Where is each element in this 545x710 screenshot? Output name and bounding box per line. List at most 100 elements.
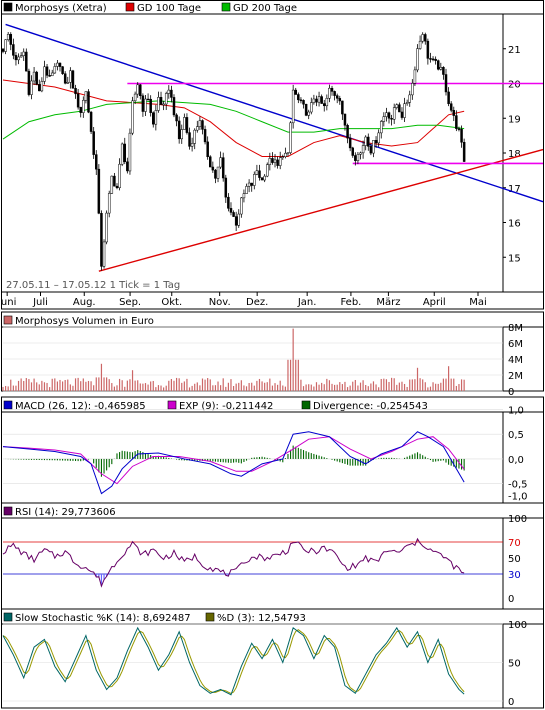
candle-body <box>284 152 287 158</box>
candle-body <box>299 99 303 102</box>
legend-swatch-1 <box>167 400 177 410</box>
candle-body <box>315 98 318 103</box>
candle-body <box>317 96 321 103</box>
candle-body <box>429 58 432 60</box>
candle-body <box>12 44 15 56</box>
candle-body <box>374 140 378 144</box>
y-tick-label: 4M <box>508 355 523 366</box>
candle-body <box>398 104 401 113</box>
candle-body <box>240 197 243 215</box>
candle-body <box>455 115 458 129</box>
volume-bars <box>2 328 465 391</box>
candle-body <box>242 193 246 199</box>
candle-body <box>139 84 142 96</box>
candle-body <box>234 216 238 226</box>
candle-body <box>69 70 72 83</box>
candle-body <box>9 34 13 45</box>
x-month-label: Dez. <box>246 297 268 308</box>
price-panel: Morphosys (Xetra) GD 100 Tage GD 200 Tage 1… <box>0 0 544 310</box>
candle-body <box>27 70 31 95</box>
candle-body <box>320 96 323 104</box>
legend-swatch <box>3 315 13 325</box>
legend-label: Morphosys Volumen in Euro <box>15 316 154 327</box>
candle-body <box>50 72 54 77</box>
x-month-label: Juni <box>0 297 16 308</box>
x-month-label: April <box>423 297 446 308</box>
y-tick-label: 2M <box>508 371 523 382</box>
candle-body <box>190 143 194 147</box>
candle-body <box>354 155 357 161</box>
x-month-label: Nov. <box>209 297 231 308</box>
candle-body <box>175 114 178 122</box>
y-tick-label: 50 <box>508 554 521 565</box>
legend-label: RSI (14): 29,773606 <box>15 507 116 518</box>
candle-body <box>281 156 285 159</box>
candle-body <box>421 34 424 42</box>
x-month-label: Juli <box>32 297 48 308</box>
candle-body <box>216 166 220 179</box>
legend-label-0: MACD (26, 12): -0,465985 <box>15 401 146 412</box>
candle-body <box>128 132 132 172</box>
y-tick-label: 6M <box>508 339 523 350</box>
candle-body <box>221 157 225 179</box>
legend-label-0: Morphosys (Xetra) <box>15 3 107 14</box>
y-tick-label: -0,5 <box>508 480 528 491</box>
y-tick-label: 0 <box>508 387 514 398</box>
candle-body <box>359 152 362 155</box>
candle-body <box>100 213 103 267</box>
y-tick-label: 16 <box>508 219 521 230</box>
candle-body <box>418 40 422 49</box>
candle-body <box>123 143 127 163</box>
y-tick-label: 19 <box>508 114 521 125</box>
candle-body <box>63 73 67 84</box>
candle-body <box>343 113 347 126</box>
candle-body <box>416 48 419 71</box>
candle-body <box>385 112 388 117</box>
candle-body <box>152 112 155 125</box>
candle-body <box>157 97 160 111</box>
y-tick-label: 8M <box>508 323 523 334</box>
candle-body <box>271 158 274 163</box>
candle-body <box>198 120 202 127</box>
candle-body <box>273 159 277 163</box>
stochastic-panel: Slow Stochastic %K (14): 8,692487 %D (3):… <box>1 608 544 709</box>
candle-body <box>180 129 184 140</box>
y-tick-label: 30 <box>508 570 521 581</box>
candle-body <box>382 116 386 122</box>
y-tick-label-extra: -1,0 <box>508 492 528 503</box>
candle-body <box>237 213 241 226</box>
candle-body <box>79 106 82 113</box>
candle-body <box>434 58 437 61</box>
candle-body <box>372 140 375 154</box>
y-tick-label: 1,0 <box>508 406 524 417</box>
legend-label-1: GD 100 Tage <box>137 3 201 14</box>
rsi-frame <box>1 502 544 610</box>
candle-body <box>276 159 279 166</box>
candle-body <box>89 111 93 132</box>
candle-body <box>144 98 147 112</box>
candle-body <box>35 71 38 85</box>
candle-body <box>4 39 7 52</box>
y-tick-label: 0 <box>508 697 514 708</box>
legend-swatch <box>3 506 13 516</box>
candle-body <box>265 164 269 177</box>
y-tick-label: 0,5 <box>508 430 524 441</box>
candle-body <box>14 55 18 61</box>
candle-body <box>356 154 360 161</box>
candle-body <box>131 100 134 134</box>
candle-body <box>172 97 176 116</box>
candle-body <box>97 168 101 214</box>
candle-body <box>457 128 461 130</box>
legend-swatch-2 <box>221 2 231 12</box>
candle-body <box>6 34 10 40</box>
y-tick-label: 50 <box>508 659 521 670</box>
candle-body <box>408 94 411 103</box>
candle-body <box>333 91 336 96</box>
candle-body <box>302 100 305 105</box>
legend-swatch-1 <box>205 612 215 622</box>
candle-body <box>364 136 367 146</box>
candle-body <box>211 166 215 171</box>
macd-line <box>2 431 465 495</box>
candle-body <box>149 98 152 113</box>
